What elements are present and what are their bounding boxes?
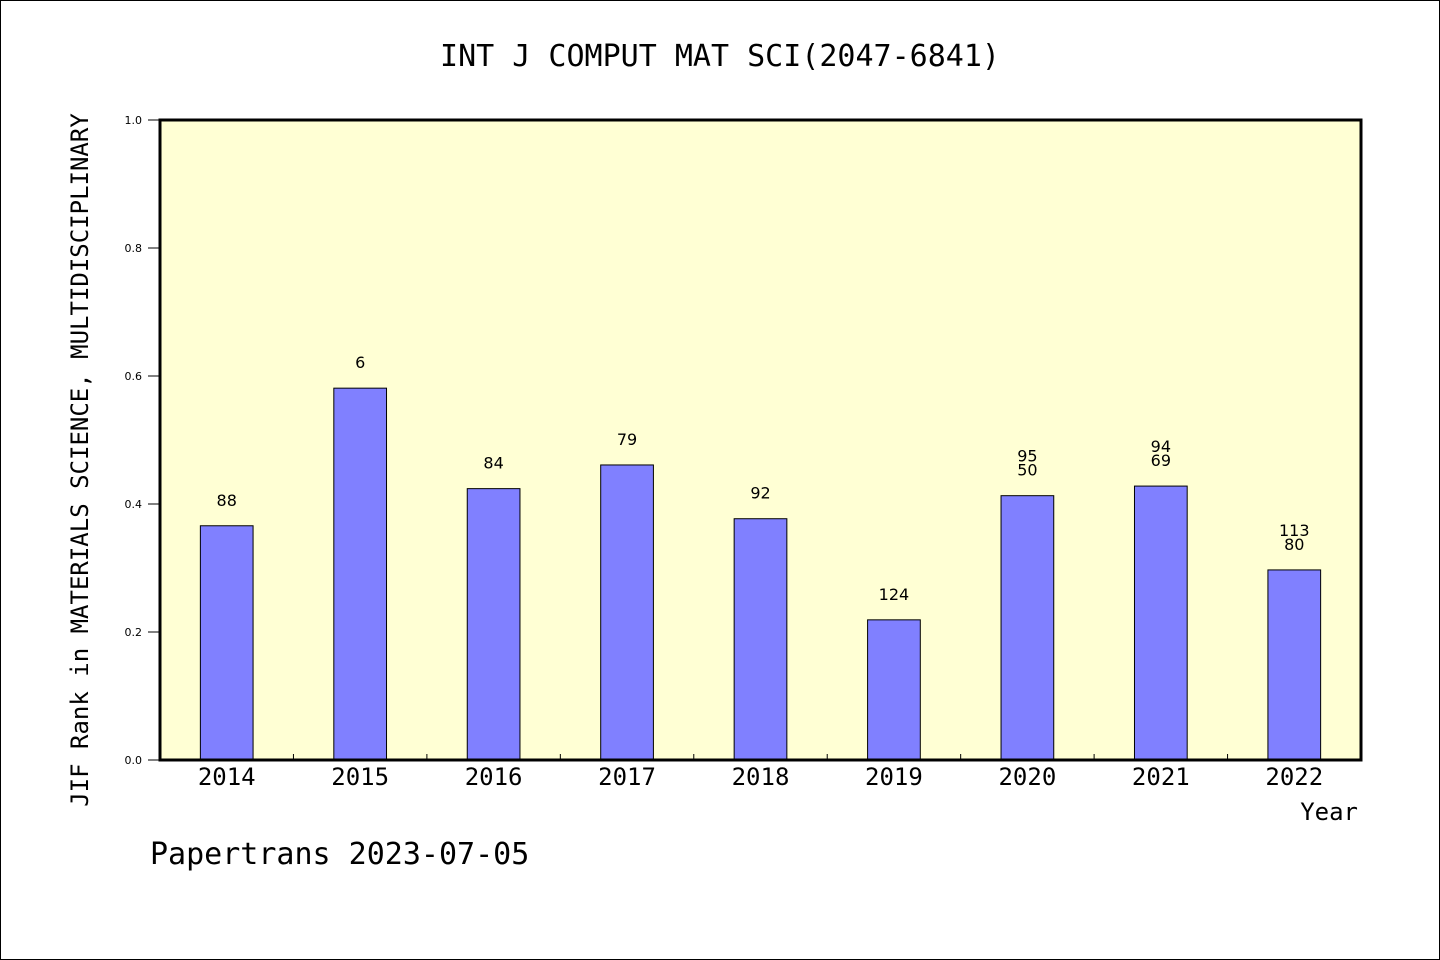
bar-2016 — [466, 488, 521, 761]
bar-2021 — [1133, 485, 1188, 761]
chart-title: INT J COMPUT MAT SCI(2047-6841) — [440, 39, 1000, 74]
y-axis: 0.0 0.2 0.4 0.6 0.8 1.0 — [125, 114, 160, 767]
bar-2015 — [333, 387, 388, 761]
x-tick-label: 2016 — [465, 763, 523, 791]
y-tick-label: 0.0 — [125, 754, 143, 767]
bar-data-label: 6 — [355, 353, 365, 372]
x-axis: 2014 2015 2016 2017 2018 2019 2020 2021 2022 — [198, 754, 1323, 791]
x-tick-label: 2021 — [1132, 763, 1190, 791]
y-tick-label: 0.2 — [125, 626, 143, 639]
x-tick-label: 2017 — [598, 763, 656, 791]
bar-2017 — [600, 464, 654, 761]
bar-data-label: 88 — [217, 491, 237, 510]
bar-data-label: 92 — [750, 484, 770, 503]
bar-data-label: 50 — [1017, 461, 1037, 480]
y-tick-label: 1.0 — [125, 114, 143, 127]
credit-text: Papertrans 2023-07-05 — [150, 837, 529, 872]
bar-2022 — [1267, 569, 1322, 761]
bar-2018 — [733, 518, 788, 761]
x-tick-label: 2022 — [1265, 763, 1323, 791]
y-tick-label: 0.4 — [125, 498, 143, 511]
bar-data-label: 95 — [1017, 447, 1037, 466]
x-tick-label: 2014 — [198, 763, 256, 791]
x-axis-label: Year — [1300, 798, 1358, 826]
x-tick-label: 2019 — [865, 763, 923, 791]
y-tick-label: 0.8 — [125, 242, 143, 255]
y-tick-label: 0.6 — [125, 370, 143, 383]
y-axis-label: JIF Rank in MATERIALS SCIENCE, MULTIDISC… — [66, 113, 94, 807]
x-tick-label: 2020 — [998, 763, 1056, 791]
x-tick-label: 2018 — [732, 763, 790, 791]
bar-data-label: 69 — [1151, 451, 1171, 470]
bar-data-label: 124 — [879, 585, 910, 604]
bar-data-label: 84 — [483, 454, 503, 473]
bar-data-label: 94 — [1151, 437, 1171, 456]
bar-data-label: 80 — [1284, 535, 1304, 554]
bar-2019 — [867, 619, 921, 761]
bar-data-label: 113 — [1279, 521, 1310, 540]
bar-data-label: 79 — [617, 430, 637, 449]
plot-border — [158, 118, 1363, 762]
bar-2020 — [1000, 495, 1055, 761]
x-tick-label: 2015 — [331, 763, 389, 791]
bar-2014 — [199, 525, 254, 761]
bars — [199, 387, 1322, 761]
